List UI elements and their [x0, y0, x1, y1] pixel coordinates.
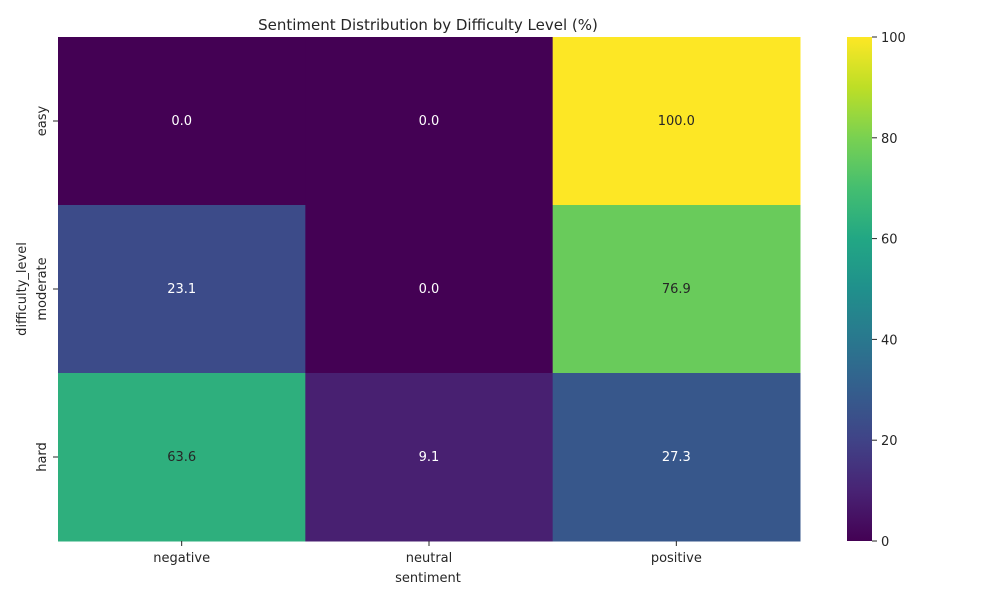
- heatmap-cell: [552, 37, 801, 206]
- colorbar-tick-label: 80: [881, 132, 898, 147]
- cell-annotation: 63.6: [167, 450, 196, 465]
- heatmap-cell: [58, 37, 306, 206]
- cell-annotation: 27.3: [662, 450, 691, 465]
- colorbar: 0 20 40 60 80 100: [847, 31, 906, 550]
- y-tick-label: moderate: [35, 257, 50, 320]
- heatmap-cell: [552, 205, 801, 374]
- cell-annotation: 100.0: [658, 114, 695, 129]
- cell-annotation: 0.0: [171, 114, 192, 129]
- heatmap-cell: [305, 205, 554, 374]
- colorbar-tick-label: 100: [881, 31, 906, 46]
- y-axis: easy moderate hard: [35, 105, 58, 472]
- cell-annotation: 0.0: [419, 282, 440, 297]
- x-tick-label: negative: [153, 551, 210, 566]
- x-tick-label: neutral: [406, 551, 453, 566]
- heatmap-cell: [58, 205, 306, 374]
- cell-annotation: 76.9: [662, 282, 691, 297]
- x-axis-label: sentiment: [395, 571, 461, 586]
- heatmap-cell: [58, 373, 306, 542]
- heatmap-cell: [552, 373, 801, 542]
- chart-title: Sentiment Distribution by Difficulty Lev…: [258, 16, 598, 34]
- x-tick-label: positive: [651, 551, 702, 566]
- cell-annotation: 23.1: [167, 282, 196, 297]
- colorbar-tick-label: 0: [881, 535, 889, 550]
- colorbar-tick-label: 20: [881, 434, 898, 449]
- cell-annotation: 0.0: [419, 114, 440, 129]
- heatmap-cells: 0.0 0.0 100.0 23.1 0.0 76.9 63.6 9.1 27.3: [58, 37, 801, 542]
- y-tick-label: hard: [35, 442, 50, 472]
- colorbar-tick-label: 60: [881, 233, 898, 248]
- heatmap-cell: [305, 373, 554, 542]
- cell-annotation: 9.1: [419, 450, 440, 465]
- y-axis-label: difficulty_level: [15, 242, 30, 336]
- heatmap-cell: [305, 37, 554, 206]
- colorbar-tick-label: 40: [881, 333, 898, 348]
- colorbar-gradient: [847, 37, 872, 541]
- x-axis: negative neutral positive: [153, 541, 702, 566]
- y-tick-label: easy: [35, 105, 50, 136]
